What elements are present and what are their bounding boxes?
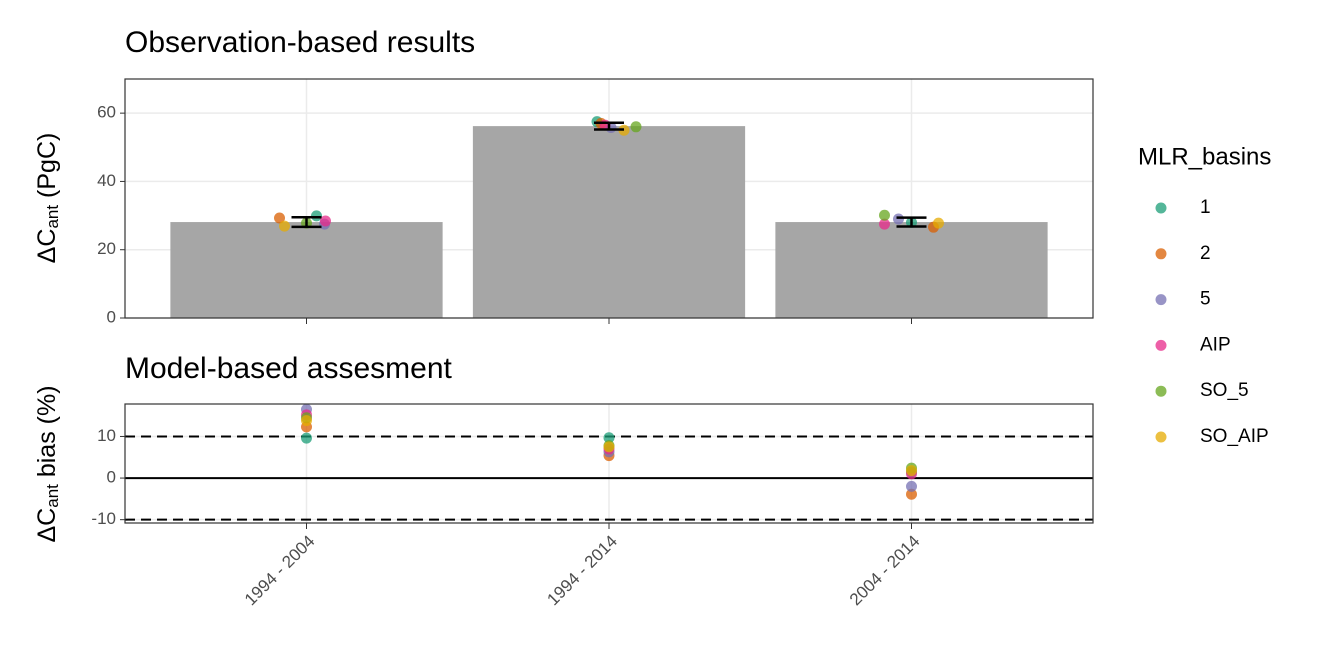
y-tick-label: -10 [91,509,116,528]
y-label-sub: ant [43,205,62,229]
x-tick-label: 2004 - 2014 [846,532,924,610]
legend-label: SO_5 [1200,380,1249,401]
y-label-rest: (PgC) [33,133,61,205]
panel-border [124,78,1094,319]
y-tick-label: 0 [107,468,116,487]
point [603,432,615,444]
legend-label: AIP [1200,334,1231,355]
y-axis-label: ΔCant (PgC) [33,133,63,264]
point [893,213,904,225]
point [320,215,331,227]
y-tick-label: 40 [97,171,116,190]
legend-key [1155,294,1167,306]
y-tick-label: 60 [97,103,116,122]
point [274,212,285,224]
bar [472,126,746,318]
point [879,209,890,221]
y-label-sub: ant [43,484,62,508]
bar [775,222,1048,318]
x-tick-label: 1994 - 2014 [543,532,621,610]
panel-border [124,403,1094,524]
point [301,432,312,444]
y-tick-label: 0 [107,307,116,326]
x-tick-label: 1994 - 2004 [241,532,319,610]
legend-key [1155,248,1167,260]
y-tick-label: 20 [97,239,116,258]
point [906,480,917,492]
legend-label: 5 [1200,289,1211,310]
point [906,465,917,477]
y-tick-label: 10 [97,426,116,445]
legend-key [1155,431,1167,443]
y-label-rest: bias (%) [33,385,61,484]
chart-title: Model-based assesment [125,352,453,385]
point [933,217,944,229]
point [630,121,642,133]
point [879,218,890,230]
y-label-main: ΔC [33,508,61,543]
legend-key [1155,339,1167,351]
legend-label: 2 [1200,243,1211,264]
point [603,441,615,453]
chart-title: Observation-based results [125,26,475,59]
bar [170,222,443,318]
point [279,220,290,232]
legend-title: MLR_basins [1138,143,1271,170]
legend-key [1155,385,1167,397]
point [301,415,312,427]
legend-key [1155,202,1167,214]
y-label-main: ΔC [33,229,61,264]
point [311,210,322,222]
point [906,488,917,500]
legend-label: SO_AIP [1200,426,1269,447]
y-axis-label: ΔCant bias (%) [33,385,63,542]
legend-label: 1 [1200,197,1211,218]
